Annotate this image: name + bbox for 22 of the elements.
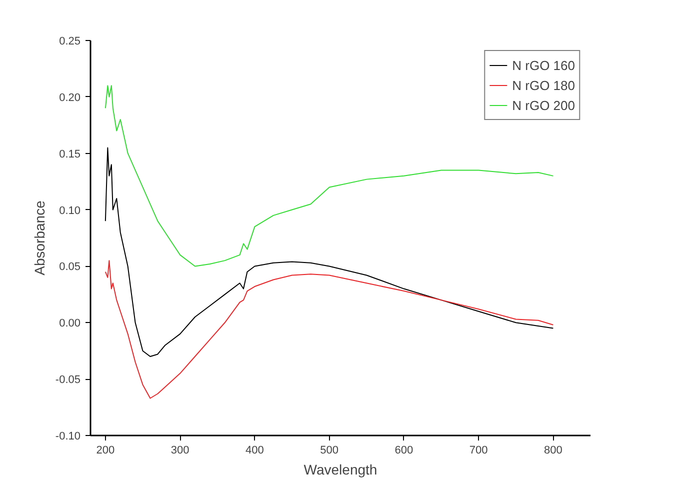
y-tick-label: 0.10 [59,204,81,217]
y-tick-label: 0.25 [59,36,81,48]
x-axis-title: Wavelength [304,462,378,478]
x-tick-label: 400 [246,444,264,456]
y-tick-label: 0.15 [59,148,81,160]
x-tick-label: 800 [544,444,562,456]
x-tick-label: 500 [320,444,338,456]
line-series [104,260,554,399]
x-tick-label: 600 [394,444,414,456]
y-tick-label: 0.05 [59,261,81,274]
y-axis-title: Absorbance [31,200,48,276]
y-tick-label: 0.00 [59,318,81,330]
x-tick-label: 700 [469,444,488,456]
legend-label: N rGO 160 [512,58,575,72]
legend-label: N rGO 180 [512,78,575,92]
line-series [104,147,554,357]
y-tick-label: 0.20 [59,92,81,104]
x-tick-label: 300 [170,444,190,456]
x-tick-label: 200 [96,444,115,456]
legend-label: N rGO 200 [512,98,575,112]
y-tick-label: -0.05 [55,374,81,386]
y-tick-label: -0.10 [55,430,81,442]
